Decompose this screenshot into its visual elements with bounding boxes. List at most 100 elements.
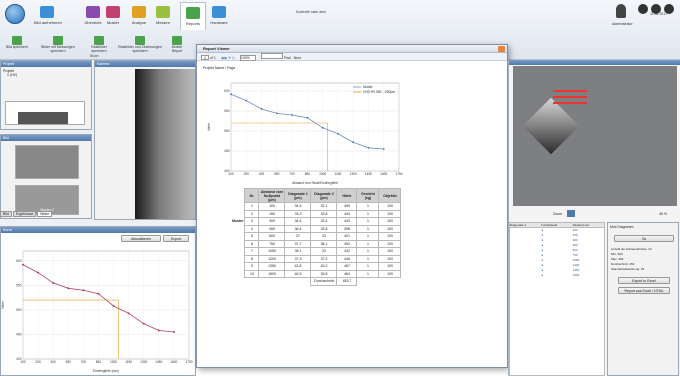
- report-header: Projekt Name / Page: [203, 66, 236, 70]
- ribbon-button-2[interactable]: Rastbilder speichern: [88, 36, 110, 53]
- x-tick-label: 550: [274, 172, 280, 176]
- app-menu-button[interactable]: [5, 4, 25, 24]
- minimize-icon[interactable]: [650, 4, 661, 14]
- row-group-label: [231, 203, 245, 211]
- plot-area: [230, 82, 400, 172]
- ribbon-button-label: Bild speichern: [6, 45, 28, 49]
- tab-icon: [106, 6, 120, 18]
- find-button[interactable]: Find: [283, 56, 291, 60]
- list-header-diag1[interactable]: Diagonale 1: [510, 223, 527, 227]
- table-cell: 5: [244, 232, 260, 241]
- ribbon-button-1[interactable]: Bilder mit Messungen speichern: [36, 36, 80, 53]
- list-header-dist[interactable]: Ind Abstand: [541, 223, 558, 227]
- list-header-from[interactable]: Abstand von: [572, 223, 590, 227]
- list-item[interactable]: ● 1200: [541, 263, 580, 267]
- stat-line-5: Standardabweichung: 25: [611, 267, 645, 271]
- ribbon-button-label: Rastbilder und Zeichnungen speichern: [118, 45, 162, 53]
- close-icon[interactable]: [498, 46, 505, 52]
- list-item[interactable]: ● 1500: [541, 273, 580, 277]
- project-tree[interactable]: Projekt 1 (HV): [1, 67, 91, 79]
- tab-bilder[interactable]: Bilder: [37, 211, 53, 217]
- live-image[interactable]: [513, 66, 677, 206]
- ribbon-button-3[interactable]: Rastbilder und Zeichnungen speichern: [118, 36, 162, 53]
- ribbon-small-tab[interactable]: Kontrolle nach dem: [296, 10, 327, 14]
- left-tabs: Bild Ergebnisse Bilder: [0, 211, 53, 217]
- table-cell: 4: [244, 224, 260, 233]
- list-item[interactable]: ● 750: [541, 253, 578, 257]
- next-button[interactable]: Next: [293, 56, 301, 60]
- table-cell: 37,2: [310, 254, 338, 263]
- camera-image[interactable]: [135, 69, 195, 219]
- report-viewer-window: Report Viewer 1 of 1 ◀ ▶ ⟳ ⎙ 100% Find N…: [196, 44, 508, 368]
- nav-arrows-icon[interactable]: ◀ ▶ ⟳ ⎙: [220, 56, 235, 60]
- table-cell: 100: [258, 202, 286, 211]
- tree-item-project[interactable]: Projekt: [3, 69, 14, 73]
- mini-diagram-title: Mini Diagramm: [610, 225, 634, 229]
- x-tick-label: 250: [244, 172, 250, 176]
- project-thumbnail-image: [18, 112, 68, 124]
- ok-button[interactable]: Ok: [614, 235, 674, 242]
- export-button[interactable]: Export: [163, 235, 189, 242]
- save-icon: [172, 36, 182, 45]
- table-cell: 33,8: [310, 269, 338, 278]
- data-point: [127, 312, 130, 315]
- zoom-slider[interactable]: [567, 210, 575, 217]
- table-cell: 100: [378, 202, 402, 211]
- ribbon-group-label: Bilder: [90, 54, 99, 58]
- list-item[interactable]: ● 1050: [541, 258, 580, 262]
- tab-bild[interactable]: Bild: [0, 211, 12, 217]
- list-item[interactable]: ● 600: [541, 248, 578, 252]
- curve-panel-title: Kurve: [1, 227, 195, 233]
- table-cell: 33: [310, 232, 338, 241]
- list-item[interactable]: ● 450: [541, 243, 578, 247]
- table-header: Gewicht (kg): [356, 188, 380, 203]
- page-input[interactable]: 1: [201, 55, 209, 60]
- export-excel-button[interactable]: Export to Excel: [618, 277, 670, 284]
- help-icon[interactable]: [637, 4, 648, 14]
- list-item[interactable]: ● 1350: [541, 268, 580, 272]
- table-cell: 33,8: [310, 209, 338, 218]
- tab-5[interactable]: Reports: [180, 2, 206, 30]
- table-cell: 499: [336, 202, 358, 211]
- thumbnail-1[interactable]: [15, 145, 79, 179]
- x-tick-label: 250: [35, 360, 41, 364]
- find-input[interactable]: [260, 53, 283, 59]
- ribbon-button-4[interactable]: Muster Report: [166, 36, 188, 53]
- x-tick-label: 400: [259, 172, 265, 176]
- tab-icon: [40, 6, 54, 18]
- tab-2[interactable]: Muster: [100, 6, 126, 25]
- tab-1[interactable]: Übersicht: [80, 6, 106, 25]
- tree-item-hv[interactable]: 1 (HV): [7, 73, 18, 77]
- table-cell: 1500: [258, 269, 286, 278]
- project-panel-title: Projekt: [1, 61, 91, 67]
- y-tick-label: 400: [224, 169, 230, 173]
- left-pane: Projekt Projekt 1 (HV) Bild Muster 2 Bil…: [0, 60, 196, 376]
- tab-6[interactable]: Hardware: [206, 6, 232, 25]
- tab-ergebnisse[interactable]: Ergebnisse: [12, 211, 37, 217]
- table-cell: 1: [356, 224, 380, 233]
- tab-0[interactable]: Bild aufnehmen: [34, 6, 62, 25]
- close-window-icon[interactable]: [664, 4, 674, 14]
- tab-label: Reports: [185, 21, 200, 26]
- table-cell: 32,1: [310, 202, 338, 211]
- table-header: Härte: [336, 188, 358, 203]
- list-item[interactable]: ● 100: [541, 228, 578, 232]
- measurement-list[interactable]: Diagonale 1 Ind Abstand Abstand von ● 100…: [509, 222, 605, 376]
- project-thumbnail[interactable]: [5, 101, 85, 125]
- ribbon-button-0[interactable]: Bild speichern: [6, 36, 28, 49]
- tab-label: Messen: [155, 20, 170, 25]
- list-item[interactable]: ● 150: [541, 233, 578, 237]
- list-item[interactable]: ● 300: [541, 238, 578, 242]
- camera-panel: Kamera: [94, 60, 196, 220]
- zoom-label: Zoom: [553, 212, 562, 216]
- tab-label: Bild aufnehmen: [34, 20, 62, 25]
- report-html-button[interactable]: Report aus Excel / HTML: [618, 287, 670, 294]
- zoom-select[interactable]: 100%: [239, 55, 256, 61]
- tab-label: Muster: [106, 20, 120, 25]
- tab-3[interactable]: Analyse: [126, 6, 152, 25]
- x-tick-label: 700: [81, 360, 87, 364]
- tab-4[interactable]: Messen: [150, 6, 176, 25]
- refresh-button[interactable]: Aktualisieren: [121, 235, 161, 242]
- data-point: [82, 289, 85, 292]
- table-cell: 43,2: [310, 262, 338, 271]
